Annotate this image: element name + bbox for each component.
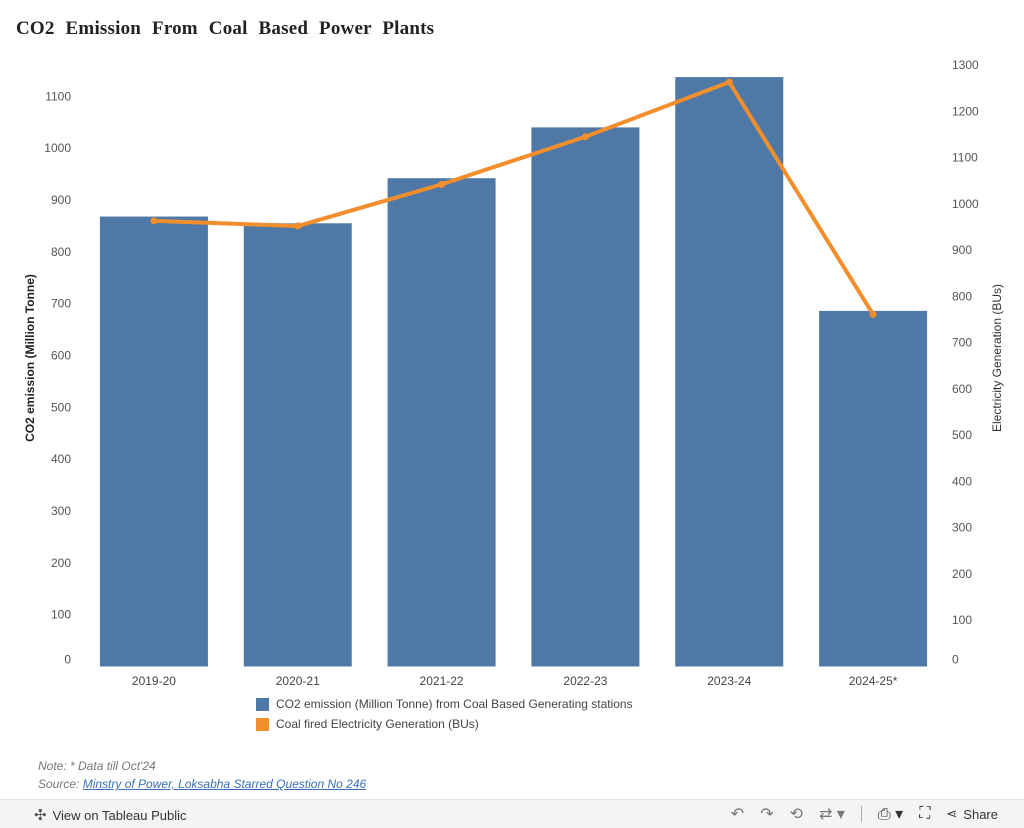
download-icon[interactable]: ⎙ ▾ bbox=[877, 806, 904, 823]
left-tick-label: 100 bbox=[51, 608, 71, 622]
x-tick-label: 2023-24 bbox=[707, 674, 751, 688]
right-tick-label: 0 bbox=[952, 653, 959, 667]
share-button[interactable]: ⋖ Share bbox=[946, 806, 998, 822]
bar-co2-2022-23[interactable] bbox=[531, 127, 640, 667]
source-link[interactable]: Minstry of Power, Loksabha Starred Quest… bbox=[82, 777, 367, 791]
generation-point-2019-20[interactable] bbox=[150, 217, 158, 225]
left-tick-label: 700 bbox=[51, 297, 71, 311]
chart-title: CO2 Emission From Coal Based Power Plant… bbox=[16, 18, 435, 39]
generation-point-2021-22[interactable] bbox=[438, 180, 446, 188]
toolbar-divider bbox=[860, 806, 862, 822]
left-tick-label: 900 bbox=[51, 193, 71, 207]
share-label: Share bbox=[963, 806, 998, 822]
legend-label-co2: CO2 emission (Million Tonne) from Coal B… bbox=[276, 697, 633, 711]
x-axis-ticks: 2019-20 2020-21 2021-22 2022-23 2023-24 2024-… bbox=[132, 674, 898, 688]
right-tick-label: 300 bbox=[952, 521, 972, 535]
right-tick-label: 1300 bbox=[952, 58, 979, 72]
bar-co2-2024-25*[interactable] bbox=[819, 310, 928, 667]
left-tick-label: 1100 bbox=[45, 89, 71, 103]
legend-swatch-co2 bbox=[256, 697, 269, 711]
legend: CO2 emission (Million Tonne) from Coal B… bbox=[256, 694, 633, 734]
right-tick-label: 1200 bbox=[952, 104, 979, 118]
line-series bbox=[150, 78, 877, 318]
fullscreen-icon[interactable]: ⛶ bbox=[919, 805, 931, 822]
generation-point-2024-25*[interactable] bbox=[869, 310, 877, 318]
x-tick-label: 2022-23 bbox=[563, 674, 607, 688]
bar-co2-2023-24[interactable] bbox=[675, 77, 784, 667]
right-axis-ticks: 0 100 200 300 400 500 600 700 800 900 1000 1100 1200… bbox=[952, 58, 979, 667]
right-tick-label: 900 bbox=[952, 243, 972, 257]
source-line: Source: Minstry of Power, Loksabha Starr… bbox=[38, 775, 366, 793]
tableau-icon: ✣ bbox=[34, 807, 47, 824]
generation-line bbox=[153, 80, 875, 316]
right-tick-label: 100 bbox=[952, 613, 972, 627]
combo-chart: 0 100 200 300 400 500 600 700 800 900 1000 1100 0 10… bbox=[44, 58, 979, 688]
right-axis-title: Electricity Generation (BUs) bbox=[990, 283, 1004, 433]
right-tick-label: 700 bbox=[952, 336, 972, 350]
generation-point-2023-24[interactable] bbox=[725, 78, 733, 86]
right-tick-label: 1000 bbox=[952, 197, 979, 211]
left-tick-label: 600 bbox=[51, 348, 71, 362]
left-tick-label: 800 bbox=[51, 245, 71, 259]
legend-label-generation: Coal fired Electricity Generation (BUs) bbox=[276, 717, 479, 731]
left-tick-label: 0 bbox=[64, 653, 71, 667]
right-tick-label: 200 bbox=[952, 567, 972, 581]
right-tick-label: 600 bbox=[952, 382, 972, 396]
refresh-icon[interactable]: ⇄ ▾ bbox=[819, 806, 845, 823]
left-tick-label: 300 bbox=[51, 504, 71, 518]
left-axis-title: CO2 emission (Million Tonne) bbox=[23, 274, 37, 442]
toolbar-tools: ↶ ↷ ⟲ ⇄ ▾ ⎙ ▾ ⛶ ⋖ Share bbox=[731, 804, 998, 824]
left-tick-label: 500 bbox=[51, 400, 71, 414]
generation-point-2020-21[interactable] bbox=[294, 222, 302, 230]
right-tick-label: 500 bbox=[952, 428, 972, 442]
right-tick-label: 400 bbox=[952, 474, 972, 488]
redo-icon[interactable]: ↷ bbox=[760, 806, 774, 823]
tableau-toolbar: ✣ View on Tableau Public ↶ ↷ ⟲ ⇄ ▾ ⎙ ▾ ⛶… bbox=[0, 799, 1024, 828]
left-tick-label: 400 bbox=[51, 452, 71, 466]
undo-icon[interactable]: ↶ bbox=[730, 806, 745, 823]
revert-icon[interactable]: ⟲ bbox=[789, 806, 804, 823]
bar-co2-2020-21[interactable] bbox=[243, 223, 352, 667]
view-on-tableau-button[interactable]: ✣ View on Tableau Public bbox=[34, 806, 187, 824]
view-on-tableau-label: View on Tableau Public bbox=[52, 807, 187, 823]
source-prefix: Source: bbox=[38, 777, 83, 791]
generation-point-2022-23[interactable] bbox=[581, 133, 589, 141]
left-tick-label: 200 bbox=[51, 556, 71, 570]
legend-item-generation[interactable]: Coal fired Electricity Generation (BUs) bbox=[256, 714, 633, 734]
right-tick-label: 1100 bbox=[952, 151, 978, 165]
legend-item-co2[interactable]: CO2 emission (Million Tonne) from Coal B… bbox=[256, 694, 633, 714]
notes: Note: * Data till Oct'24 Source: Minstry… bbox=[38, 757, 366, 793]
data-note: Note: * Data till Oct'24 bbox=[38, 759, 156, 773]
right-tick-label: 800 bbox=[952, 289, 972, 303]
left-axis-ticks: 0 100 200 300 400 500 600 700 800 900 1000 1100 bbox=[44, 89, 71, 666]
left-tick-label: 1000 bbox=[44, 141, 71, 155]
x-tick-label: 2019-20 bbox=[132, 674, 176, 688]
bar-co2-2021-22[interactable] bbox=[387, 178, 496, 667]
bar-series bbox=[99, 77, 928, 667]
legend-swatch-generation bbox=[256, 717, 269, 731]
x-tick-label: 2021-22 bbox=[420, 674, 464, 688]
bar-co2-2019-20[interactable] bbox=[99, 216, 208, 667]
x-tick-label: 2024-25* bbox=[849, 674, 898, 688]
share-icon: ⋖ bbox=[946, 806, 958, 821]
x-tick-label: 2020-21 bbox=[276, 674, 320, 688]
